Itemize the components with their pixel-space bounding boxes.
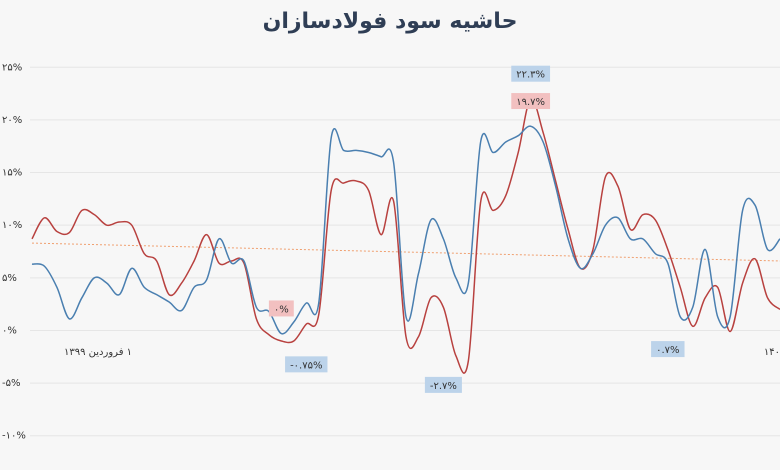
annotation-label: ۰.۷% xyxy=(656,345,679,356)
annotation-label: ۱۹.۷% xyxy=(516,97,545,108)
annotation: ۰.۷% xyxy=(651,341,685,358)
y-tick-label: -۱۰% xyxy=(2,431,26,442)
y-tick-label: ۱۰% xyxy=(2,220,22,231)
annotation-box xyxy=(511,65,551,82)
y-tick-label: ۵% xyxy=(2,273,17,284)
annotation-box xyxy=(285,356,328,373)
y-tick-label: -۵% xyxy=(2,378,20,389)
annotation-label: ۰% xyxy=(274,304,289,315)
annotation: -۰.۷۵% xyxy=(285,356,328,373)
annotation: ۱۹.۷% xyxy=(511,93,551,110)
y-tick-label: ۰% xyxy=(2,325,17,336)
y-tick-label: ۲۰% xyxy=(2,115,22,126)
x-tick-label: ۱ فروردین ۱۳۹۹ xyxy=(64,347,132,358)
y-tick-label: ۱۵% xyxy=(2,168,22,179)
annotation-label: -۲.۷% xyxy=(430,381,457,392)
y-tick-label: ۲۵% xyxy=(2,62,22,73)
series-line xyxy=(31,125,780,335)
series-line xyxy=(31,98,780,374)
annotation-box xyxy=(511,93,551,110)
annotation-label: ۲۲.۳% xyxy=(516,70,545,81)
annotation: ۰% xyxy=(268,300,294,317)
trend-line xyxy=(31,242,780,262)
annotation-box xyxy=(268,300,294,317)
annotation: -۲.۷% xyxy=(424,376,462,393)
annotation-box xyxy=(651,341,685,358)
annotation-label: -۰.۷۵% xyxy=(290,360,322,371)
annotation-box xyxy=(424,376,462,393)
annotation: ۲۲.۳% xyxy=(511,65,551,82)
chart-title: حاشیه سود فولادسازان xyxy=(263,9,518,34)
x-tick-label: ۱۴۰ xyxy=(764,347,780,358)
